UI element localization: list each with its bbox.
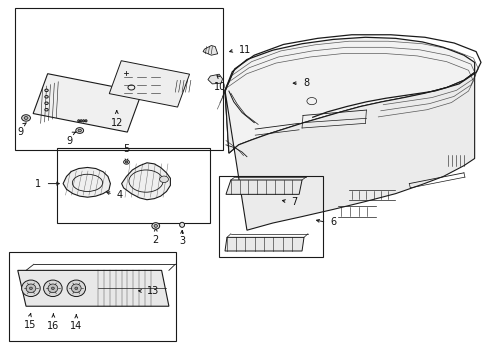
Ellipse shape — [85, 120, 87, 122]
Polygon shape — [224, 72, 474, 230]
Ellipse shape — [78, 129, 81, 132]
Ellipse shape — [45, 102, 48, 104]
Ellipse shape — [125, 161, 127, 163]
Text: 14: 14 — [70, 321, 82, 331]
Bar — [219, 176, 322, 257]
Ellipse shape — [71, 284, 81, 293]
Polygon shape — [203, 45, 217, 55]
Text: 13: 13 — [147, 286, 159, 296]
Text: 6: 6 — [330, 217, 336, 227]
Ellipse shape — [179, 222, 184, 227]
Polygon shape — [225, 180, 302, 194]
Ellipse shape — [48, 284, 58, 293]
Ellipse shape — [67, 280, 85, 297]
Text: 3: 3 — [179, 235, 185, 246]
Polygon shape — [207, 74, 222, 84]
Ellipse shape — [21, 115, 30, 121]
Bar — [33, 74, 142, 132]
Ellipse shape — [26, 284, 36, 293]
Text: 1: 1 — [35, 179, 41, 189]
Text: 9: 9 — [66, 136, 72, 146]
Ellipse shape — [78, 120, 80, 122]
Ellipse shape — [152, 223, 159, 229]
Text: 10: 10 — [214, 82, 226, 92]
Ellipse shape — [24, 117, 28, 120]
Ellipse shape — [154, 225, 157, 227]
Ellipse shape — [45, 108, 48, 111]
Bar — [57, 148, 210, 223]
Text: 4: 4 — [117, 190, 122, 200]
Text: 7: 7 — [291, 197, 297, 207]
Ellipse shape — [29, 287, 32, 289]
Ellipse shape — [123, 160, 129, 164]
Bar — [109, 61, 189, 107]
Ellipse shape — [80, 120, 82, 122]
Polygon shape — [224, 37, 474, 153]
Polygon shape — [63, 167, 110, 197]
Text: 12: 12 — [110, 118, 122, 127]
Ellipse shape — [82, 120, 84, 122]
Text: 11: 11 — [238, 45, 250, 55]
Ellipse shape — [51, 287, 54, 289]
Text: 2: 2 — [152, 234, 159, 244]
Ellipse shape — [159, 176, 168, 183]
Text: 15: 15 — [24, 320, 36, 330]
Ellipse shape — [45, 89, 48, 91]
Text: 9: 9 — [17, 127, 23, 137]
Text: 8: 8 — [303, 78, 308, 88]
Text: 16: 16 — [47, 320, 60, 330]
Polygon shape — [224, 237, 304, 251]
Ellipse shape — [76, 128, 83, 134]
Polygon shape — [18, 270, 168, 306]
Bar — [9, 252, 176, 341]
Ellipse shape — [75, 287, 78, 289]
Ellipse shape — [45, 95, 48, 98]
Text: 5: 5 — [123, 144, 129, 154]
Bar — [15, 8, 222, 149]
Ellipse shape — [21, 280, 40, 297]
Polygon shape — [122, 163, 170, 200]
Ellipse shape — [43, 280, 62, 297]
